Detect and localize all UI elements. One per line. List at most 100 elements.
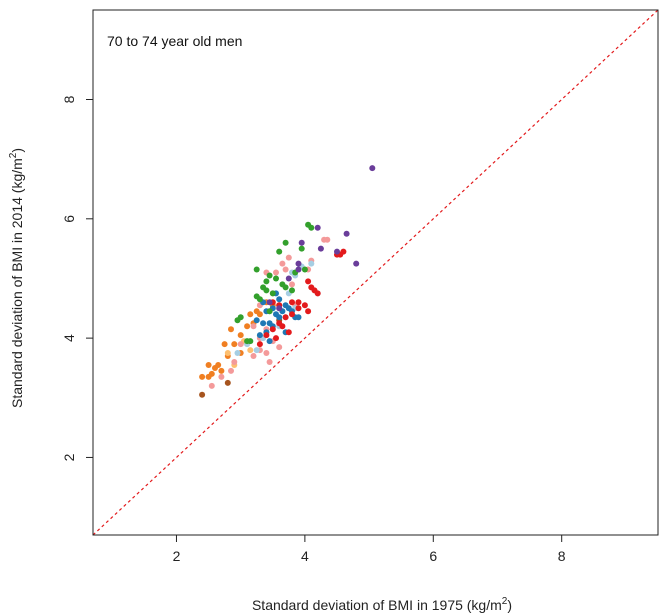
scatter-point: [199, 391, 206, 398]
scatter-point: [221, 341, 228, 348]
scatter-point: [276, 296, 283, 303]
scatter-point: [234, 350, 241, 356]
scatter-point: [273, 275, 279, 282]
scatter-point: [247, 338, 254, 345]
scatter-point: [305, 278, 312, 285]
scatter-point: [244, 323, 251, 330]
x-axis-title-end: ): [507, 597, 512, 613]
scatter-point: [343, 230, 350, 237]
scatter-point: [256, 332, 263, 339]
y-axis-title: Standard deviation of BMI in 2014 (kg/m2…: [8, 148, 25, 408]
x-tick-label: 6: [429, 548, 437, 564]
scatter-point: [301, 266, 308, 273]
reference-line-layer: [92, 9, 659, 536]
x-tick-label: 2: [173, 548, 181, 564]
identity-reference-line: [92, 9, 659, 536]
scatter-point: [263, 350, 270, 356]
scatter-point: [295, 299, 302, 306]
x-axis: 2 4 6 8: [173, 535, 566, 564]
y-axis-title-main: Standard deviation of BMI in 2014 (kg/m: [9, 158, 25, 408]
scatter-point: [237, 314, 244, 321]
scatter-point: [266, 338, 273, 345]
scatter-point: [289, 311, 295, 318]
scatter-point: [273, 335, 279, 342]
scatter-point: [279, 281, 286, 288]
scatter-point: [263, 332, 270, 339]
scatter-point: [228, 367, 234, 374]
scatter-point: [250, 353, 257, 359]
scatter-point: [253, 347, 260, 354]
y-tick-label: 6: [61, 215, 77, 223]
x-tick-label: 8: [558, 548, 566, 564]
scatter-point: [215, 362, 222, 368]
scatter-point: [324, 236, 331, 243]
scatter-point: [289, 299, 295, 306]
scatter-point: [205, 362, 212, 368]
scatter-point: [279, 260, 286, 267]
scatter-point: [279, 323, 286, 330]
scatter-point: [273, 269, 279, 276]
scatter-point: [295, 305, 302, 312]
scatter-point: [298, 239, 305, 246]
panel-annotation: 70 to 74 year old men: [107, 33, 242, 49]
scatter-point: [237, 341, 244, 348]
scatter-point: [256, 296, 263, 303]
scatter-point: [205, 373, 212, 380]
scatter-point: [334, 248, 340, 255]
scatter-point: [308, 260, 315, 267]
scatter-point: [199, 373, 206, 380]
y-tick-label: 4: [61, 334, 77, 342]
scatter-point: [285, 275, 292, 282]
scatter-point: [256, 341, 263, 348]
scatter-point: [276, 344, 283, 351]
scatter-point: [289, 287, 295, 294]
y-axis-title-superscript: 2: [8, 152, 19, 158]
scatter-point: [276, 248, 283, 255]
scatter-point: [228, 326, 234, 333]
scatter-point: [263, 287, 270, 294]
scatter-point: [250, 323, 257, 330]
scatter-point: [285, 329, 292, 336]
scatter-point: [266, 299, 273, 306]
scatter-point: [253, 317, 260, 324]
scatter-point: [298, 245, 305, 252]
scatter-point: [208, 382, 215, 389]
scatter-point: [285, 254, 292, 261]
scatter-point: [295, 314, 302, 321]
scatter-point: [295, 260, 302, 267]
scatter-point: [224, 350, 231, 356]
series-group: [266, 165, 376, 312]
scatter-point: [308, 224, 315, 231]
scatter-point: [231, 359, 238, 365]
x-axis-title-main: Standard deviation of BMI in 1975 (kg/m: [252, 597, 502, 613]
plot-frame: [92, 9, 659, 536]
scatter-point: [263, 278, 270, 285]
scatter-point: [253, 266, 260, 273]
scatter-point: [369, 165, 376, 172]
scatter-point: [314, 224, 321, 231]
x-axis-title-superscript: 2: [502, 596, 508, 607]
scatter-point: [301, 302, 308, 309]
scatter-point: [247, 347, 254, 354]
scatter-point: [266, 308, 273, 315]
scatter-point: [266, 359, 273, 365]
scatter-point: [224, 379, 231, 386]
x-tick-label: 4: [301, 548, 309, 564]
scatter-point: [314, 290, 321, 297]
y-tick-label: 2: [61, 453, 77, 461]
y-tick-label: 8: [61, 95, 77, 103]
scatter-point: [276, 305, 283, 312]
scatter-point: [237, 332, 244, 339]
scatter-point: [353, 260, 360, 267]
scatter-point: [276, 314, 283, 321]
scatter-point: [282, 266, 289, 273]
scatter-point: [305, 308, 312, 315]
scatter-point: [282, 239, 289, 246]
series-group: [256, 248, 347, 348]
scatter-point: [269, 290, 276, 297]
scatter-point: [218, 373, 225, 380]
x-axis-title: Standard deviation of BMI in 1975 (kg/m2…: [252, 596, 512, 613]
series-group: [234, 221, 315, 345]
scatter-point: [289, 281, 295, 288]
